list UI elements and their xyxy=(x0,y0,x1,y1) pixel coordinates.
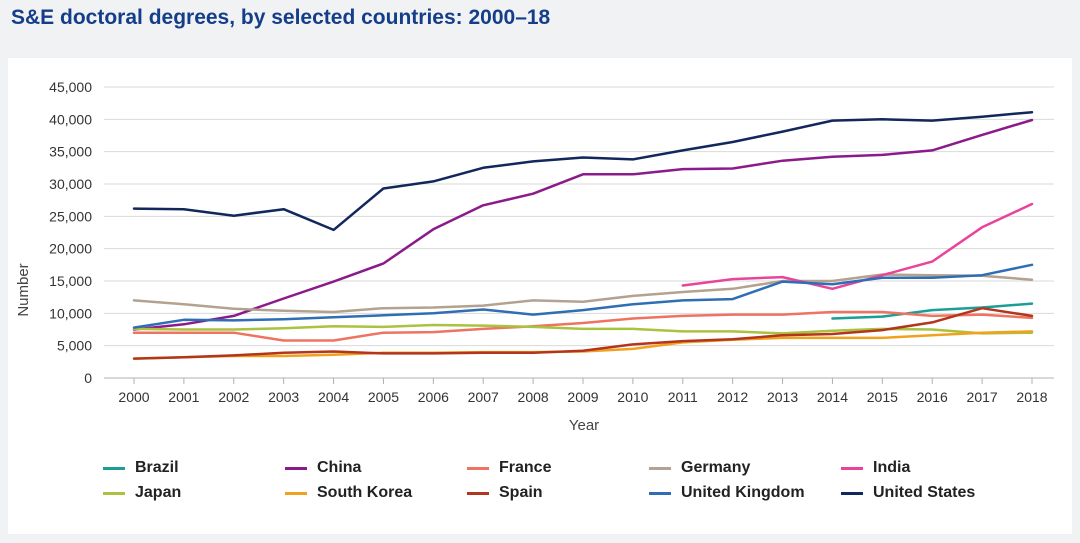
legend-item-france: France xyxy=(467,459,649,477)
line-chart: 0 5,000 10,000 15,000 20,000 25,000 30,000 35,0… xyxy=(15,79,1054,434)
legend-label: France xyxy=(499,459,552,476)
legend-label: Brazil xyxy=(135,459,179,476)
series-line-spain xyxy=(132,306,1034,360)
y-tick-label: 40,000 xyxy=(49,111,92,127)
legend-item-japan: Japan xyxy=(103,484,285,502)
y-tick-label: 15,000 xyxy=(49,273,92,289)
series-line-united-kingdom xyxy=(132,263,1034,329)
legend-swatch xyxy=(285,491,307,495)
grid-layer xyxy=(104,86,1054,379)
x-tick-label: 2001 xyxy=(168,389,199,405)
series-line-germany xyxy=(132,273,1034,314)
x-tick-label: 2011 xyxy=(668,389,698,405)
series-line-united-states xyxy=(132,110,1034,232)
chart-title: S&E doctoral degrees, by selected countr… xyxy=(11,6,551,29)
y-tick-label: 5,000 xyxy=(57,338,92,354)
legend-swatch xyxy=(103,491,125,495)
series-line-china xyxy=(132,118,1034,331)
x-tick-label: 2002 xyxy=(218,389,249,405)
y-tick-label: 25,000 xyxy=(49,208,92,224)
series-layer xyxy=(132,110,1034,360)
legend-swatch xyxy=(467,491,489,495)
legend-swatch xyxy=(649,491,671,495)
legend-swatch xyxy=(841,466,863,470)
x-tick-label: 2010 xyxy=(617,389,648,405)
legend-item-south-korea: South Korea xyxy=(285,484,467,502)
x-tick-label: 2006 xyxy=(418,389,449,405)
x-axis-label: Year xyxy=(569,417,599,434)
y-tick-label: 45,000 xyxy=(49,79,92,95)
x-tick-label: 2015 xyxy=(867,389,898,405)
legend-swatch xyxy=(285,466,307,470)
x-tick-label: 2000 xyxy=(118,389,149,405)
legend-label: United States xyxy=(873,484,976,501)
y-tick-label: 20,000 xyxy=(49,241,92,257)
y-axis-label: Number xyxy=(15,263,32,316)
x-tick-label: 2017 xyxy=(967,389,998,405)
x-tick-label: 2008 xyxy=(518,389,549,405)
legend-label: Germany xyxy=(681,459,751,476)
x-tick-label: 2014 xyxy=(817,389,848,405)
x-tick-label: 2005 xyxy=(368,389,399,405)
series-line-france xyxy=(132,310,1034,342)
legend-label: India xyxy=(873,459,911,476)
chart-panel: 0 5,000 10,000 15,000 20,000 25,000 30,000 35,0… xyxy=(8,58,1072,534)
series-line-japan xyxy=(132,323,1034,335)
legend-label: China xyxy=(317,459,362,476)
x-axis-ticks: 2000 2001 2002 2003 2004 2005 2006 2007 2008 2009… xyxy=(118,378,1048,405)
x-tick-label: 2003 xyxy=(268,389,299,405)
x-tick-label: 2013 xyxy=(767,389,798,405)
legend-item-spain: Spain xyxy=(467,484,649,502)
x-tick-label: 2007 xyxy=(468,389,499,405)
legend-swatch xyxy=(649,466,671,470)
legend-item-india: India xyxy=(841,459,1041,477)
x-tick-label: 2012 xyxy=(717,389,748,405)
legend-swatch xyxy=(103,466,125,470)
y-tick-label: 30,000 xyxy=(49,176,92,192)
y-tick-label: 10,000 xyxy=(49,305,92,321)
legend-item-brazil: Brazil xyxy=(103,459,285,477)
legend-label: United Kingdom xyxy=(681,484,805,501)
y-tick-label: 35,000 xyxy=(49,144,92,160)
legend-item-china: China xyxy=(285,459,467,477)
legend-item-germany: Germany xyxy=(649,459,841,477)
legend-swatch xyxy=(467,466,489,470)
legend: Brazil China France Germany India Japan South … xyxy=(103,459,1063,502)
legend-item-united-kingdom: United Kingdom xyxy=(649,484,841,502)
y-tick-label: 0 xyxy=(84,370,92,386)
legend-label: South Korea xyxy=(317,484,413,501)
x-tick-label: 2018 xyxy=(1016,389,1047,405)
legend-item-united-states: United States xyxy=(841,484,1041,502)
legend-swatch xyxy=(841,491,863,495)
x-tick-label: 2004 xyxy=(318,389,349,405)
legend-label: Spain xyxy=(499,484,543,501)
y-axis-ticks: 0 5,000 10,000 15,000 20,000 25,000 30,000 35,0… xyxy=(49,79,92,386)
x-tick-label: 2009 xyxy=(567,389,598,405)
x-tick-label: 2016 xyxy=(917,389,948,405)
series-line-brazil xyxy=(831,302,1034,320)
legend-label: Japan xyxy=(135,484,182,501)
